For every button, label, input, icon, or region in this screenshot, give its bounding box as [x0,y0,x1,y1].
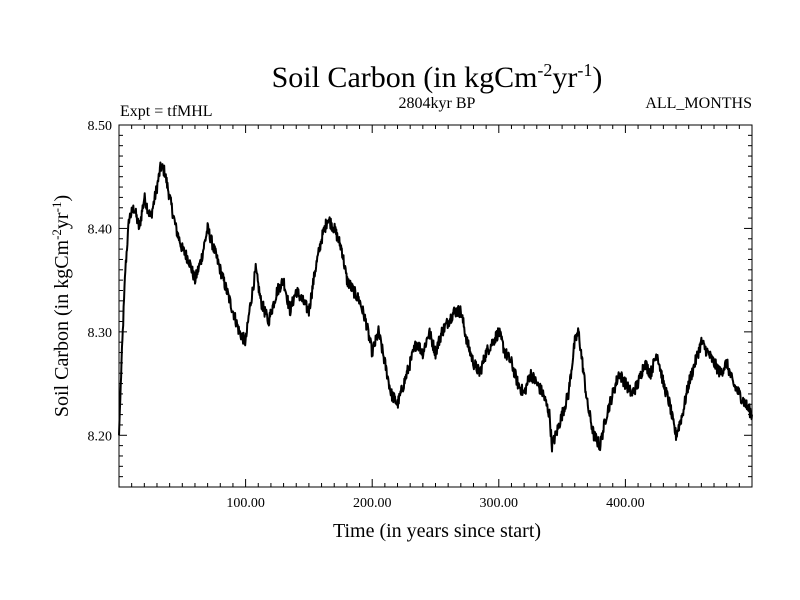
x-tick-label: 100.00 [226,496,265,511]
x-tick-label: 300.00 [480,496,519,511]
soil-carbon-series-line [118,161,753,453]
y-axis-label-base: Soil Carbon (in kgCm [51,239,73,417]
x-tick-label: 200.00 [353,496,392,511]
x-minor-ticks [131,125,740,487]
months-label: ALL_MONTHS [645,95,752,112]
y-axis-label-end: ) [51,195,73,202]
chart-title-end: ) [592,61,602,94]
y-axis-label-sup1: -2 [49,229,64,240]
y-minor-ticks [119,134,752,478]
y-tick-label: 8.50 [88,119,113,134]
y-tick-label: 8.40 [88,222,113,237]
y-axis-ticks: 8.20 8.30 8.40 8.50 [88,119,752,444]
chart-title-base: Soil Carbon (in kgCm [272,61,538,94]
y-tick-label: 8.30 [88,326,113,341]
chart-title-sup1: -2 [537,60,552,80]
x-axis-ticks: 100.00 200.00 300.00 400.00 [226,125,645,511]
chart-title-sup2: -1 [577,60,592,80]
plot-frame [118,124,753,488]
experiment-label: Expt = tfMHL [120,103,213,120]
chart-title-mid: yr [552,61,577,94]
y-axis-label-sup2: -1 [49,202,64,213]
chart-title: Soil Carbon (in kgCm-2yr-1) [272,60,603,94]
x-tick-label: 400.00 [606,496,645,511]
y-tick-label: 8.20 [88,429,113,444]
period-label: 2804kyr BP [399,95,476,112]
x-axis-label: Time (in years since start) [333,520,541,542]
y-axis-label: Soil Carbon (in kgCm-2yr-1) [49,195,73,417]
y-axis-label-mid: yr [51,212,73,229]
